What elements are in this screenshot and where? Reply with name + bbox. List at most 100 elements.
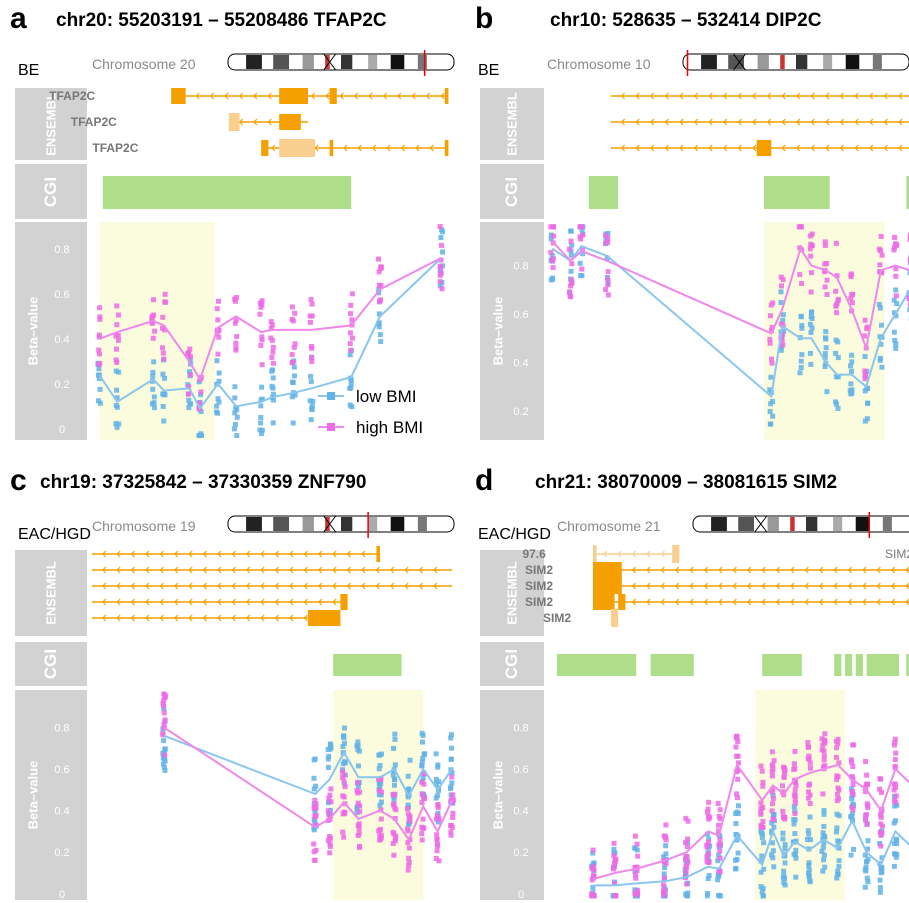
data-point xyxy=(434,832,440,838)
y-tick-label: 0.4 xyxy=(513,806,528,818)
data-point xyxy=(734,809,740,815)
data-point xyxy=(735,850,741,856)
data-point xyxy=(162,767,168,773)
data-point xyxy=(685,836,691,842)
strand-arrow xyxy=(898,92,903,100)
data-point xyxy=(419,800,425,806)
transcript-label: SIM2 xyxy=(525,563,553,577)
y-tick-label: 0 xyxy=(518,889,524,901)
data-point xyxy=(634,841,640,847)
strand-arrow xyxy=(317,550,323,558)
strand-arrow xyxy=(766,118,772,126)
strand-arrow xyxy=(646,598,651,606)
data-point xyxy=(893,854,899,860)
strand-arrow xyxy=(274,550,280,558)
data-point xyxy=(634,847,640,853)
data-point xyxy=(290,379,296,385)
data-point xyxy=(833,401,839,407)
data-point xyxy=(348,347,354,353)
data-point xyxy=(162,746,168,752)
data-point xyxy=(807,781,813,787)
data-point xyxy=(433,781,439,787)
data-point xyxy=(392,805,398,811)
data-point xyxy=(892,803,898,809)
data-point xyxy=(907,237,909,243)
data-point xyxy=(808,289,814,295)
data-point xyxy=(114,322,120,328)
data-point xyxy=(877,830,883,836)
data-point xyxy=(769,360,775,366)
data-point xyxy=(849,804,855,810)
y-tick-label: 0.8 xyxy=(513,722,528,734)
strand-arrow xyxy=(368,92,373,100)
data-point xyxy=(806,753,812,759)
strand-arrow xyxy=(650,92,655,100)
data-point xyxy=(717,842,723,848)
data-point xyxy=(342,725,348,731)
ensembl-track-label: ENSEMBL xyxy=(480,550,544,636)
strand-arrow xyxy=(631,598,637,606)
data-point xyxy=(833,350,839,356)
data-point xyxy=(780,830,786,836)
strand-arrow xyxy=(418,582,424,590)
data-point xyxy=(405,867,411,873)
data-point xyxy=(355,739,361,745)
strand-arrow xyxy=(274,582,280,590)
data-point xyxy=(151,297,157,303)
data-point xyxy=(435,843,441,849)
ensembl-track-label: ENSEMBL xyxy=(15,550,87,636)
data-point xyxy=(419,831,425,837)
data-point xyxy=(865,805,871,811)
data-point xyxy=(232,421,238,427)
data-point xyxy=(834,825,840,831)
strand-arrow xyxy=(703,566,709,574)
data-point xyxy=(162,752,168,758)
data-point xyxy=(311,841,317,847)
data-point xyxy=(661,854,667,860)
data-point xyxy=(341,772,347,778)
transcript-label: SIM2 xyxy=(525,579,553,593)
data-point xyxy=(356,821,362,827)
data-point xyxy=(878,832,884,838)
strand-arrow xyxy=(660,550,665,558)
data-point xyxy=(891,787,897,793)
data-point xyxy=(663,843,669,849)
data-point xyxy=(769,852,775,858)
data-point xyxy=(309,407,315,413)
data-point xyxy=(892,781,898,787)
data-point xyxy=(768,374,774,380)
data-point xyxy=(114,303,120,309)
chromosome-label: Chromosome 19 xyxy=(92,518,196,534)
data-point xyxy=(850,846,856,852)
data-point xyxy=(160,371,166,377)
strand-arrow xyxy=(833,566,838,574)
data-point xyxy=(113,421,119,427)
data-point xyxy=(313,783,319,789)
strand-arrow xyxy=(217,598,222,606)
strand-arrow xyxy=(159,614,164,622)
data-point xyxy=(822,355,828,361)
data-point xyxy=(770,792,776,798)
data-point xyxy=(893,241,899,247)
strand-arrow xyxy=(425,92,431,100)
transcript-model xyxy=(92,566,452,574)
data-point xyxy=(716,868,722,874)
data-point xyxy=(823,336,829,342)
data-point xyxy=(310,398,316,404)
data-point xyxy=(406,845,412,851)
strand-arrow xyxy=(130,550,136,558)
data-point xyxy=(733,821,739,827)
data-point xyxy=(161,721,167,727)
strand-arrow xyxy=(433,582,438,590)
data-point xyxy=(325,756,331,762)
strand-arrow xyxy=(847,582,853,590)
strand-arrow xyxy=(389,566,395,574)
data-point xyxy=(161,764,167,770)
data-point xyxy=(819,848,825,854)
strand-arrow xyxy=(173,550,179,558)
data-point xyxy=(347,385,353,391)
chromosome-ideogram xyxy=(227,50,455,76)
data-point xyxy=(791,851,797,857)
data-point xyxy=(863,812,869,818)
data-point xyxy=(834,776,840,782)
